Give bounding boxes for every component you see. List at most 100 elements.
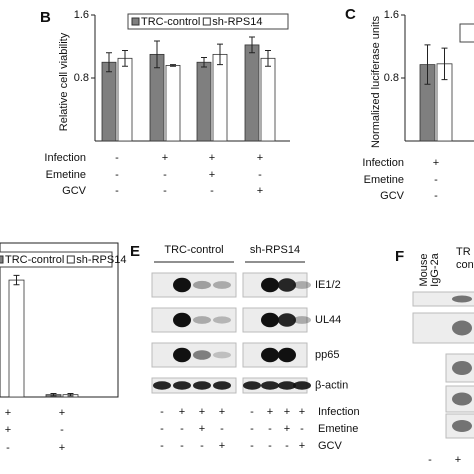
y-axis-label: Relative cell viability: [58, 32, 70, 131]
blot-band: [261, 277, 279, 293]
legend-box: [0, 251, 113, 268]
condition-sign: +: [257, 152, 263, 164]
error-bar: [441, 47, 448, 81]
condition-label: GCV: [62, 185, 87, 197]
condition-sign: -: [180, 440, 184, 452]
condition-sign: -: [115, 185, 119, 197]
bar: [244, 44, 260, 142]
condition-sign: +: [209, 152, 215, 164]
blot-strip: [151, 307, 237, 333]
error-bar: [154, 40, 160, 69]
blot-band: [213, 316, 231, 324]
error-bar: [50, 392, 57, 397]
y-tick-label: 0.8: [384, 72, 399, 84]
error-bar: [265, 49, 271, 67]
condition-sign: -: [163, 185, 167, 197]
blot-band: [213, 281, 231, 289]
y-tick-label: 1.6: [74, 9, 89, 21]
condition-label: Emetine: [364, 174, 404, 186]
blot-band: [278, 278, 296, 292]
condition-sign: -: [200, 440, 204, 452]
blot-band: [173, 347, 191, 363]
condition-sign: -: [115, 152, 119, 164]
blot-band: [452, 392, 472, 406]
condition-sign: +: [433, 157, 439, 169]
blot-band: [261, 347, 279, 363]
condition-sign: +: [284, 406, 290, 418]
blot-band: [261, 381, 279, 390]
protein-label: pp65: [315, 349, 339, 361]
condition-sign: -: [300, 423, 304, 435]
panel-label: C: [345, 6, 356, 23]
error-bar: [13, 274, 20, 286]
condition-sign: -: [180, 423, 184, 435]
error-bar: [106, 52, 112, 73]
condition-sign: +: [455, 454, 461, 466]
condition-sign: -: [220, 423, 224, 435]
condition-label: Emetine: [318, 423, 358, 435]
blot-band: [452, 295, 472, 303]
blot-band: [452, 420, 472, 432]
condition-sign: +: [299, 440, 305, 452]
error-bar: [201, 57, 207, 68]
blot-band: [193, 280, 211, 290]
blot-band: [243, 381, 261, 390]
condition-label: Infection: [44, 152, 86, 164]
legend-label: TRC-control: [5, 254, 64, 266]
y-axis-label: Normalized luciferase units: [370, 15, 382, 148]
condition-sign: +: [209, 169, 215, 181]
condition-sign: +: [59, 407, 65, 419]
blot-band: [173, 312, 191, 328]
blot-band: [193, 381, 211, 390]
condition-sign: +: [5, 407, 11, 419]
bar: [260, 57, 276, 142]
blot-strip: [151, 272, 237, 298]
condition-sign: -: [268, 423, 272, 435]
bar: [117, 57, 133, 142]
blot-band: [278, 381, 296, 390]
blot-band: [452, 361, 472, 375]
legend-label: sh-RPS14: [212, 16, 262, 28]
bar: [165, 65, 181, 142]
condition-sign: -: [434, 190, 438, 202]
condition-sign: -: [268, 440, 272, 452]
condition-label: Infection: [362, 157, 404, 169]
legend-box: [459, 23, 474, 43]
panel-label: F: [395, 248, 404, 265]
condition-sign: +: [5, 424, 11, 436]
error-bar: [122, 49, 128, 67]
protein-label: UL44: [315, 314, 341, 326]
blot-strip: [412, 291, 474, 307]
y-tick-label: 1.6: [384, 9, 399, 21]
condition-sign: -: [6, 442, 10, 454]
bar: [212, 53, 228, 142]
legend-swatch: [66, 255, 75, 264]
condition-sign: +: [257, 185, 263, 197]
condition-sign: +: [219, 440, 225, 452]
condition-label: GCV: [318, 440, 343, 452]
condition-sign: +: [199, 423, 205, 435]
legend-swatch: [131, 17, 140, 26]
blot-band: [193, 316, 211, 324]
blot-band: [173, 381, 191, 390]
blot-band: [278, 313, 296, 327]
condition-label: GCV: [380, 190, 405, 202]
condition-sign: -: [258, 169, 262, 181]
error-bar: [67, 392, 74, 397]
bar: [8, 279, 25, 398]
blot-band: [153, 381, 171, 390]
condition-label: Infection: [318, 406, 360, 418]
blot-band: [293, 316, 311, 324]
condition-sign: -: [160, 440, 164, 452]
condition-sign: +: [284, 423, 290, 435]
bar: [101, 61, 117, 142]
condition-sign: -: [60, 424, 64, 436]
blot-band: [213, 351, 231, 359]
condition-sign: +: [162, 152, 168, 164]
bar: [196, 61, 212, 142]
blot-band: [278, 347, 296, 363]
group-label: TRC-control: [164, 244, 223, 256]
condition-sign: -: [250, 440, 254, 452]
blot-band: [293, 281, 311, 289]
lane-label: contr: [456, 259, 474, 271]
